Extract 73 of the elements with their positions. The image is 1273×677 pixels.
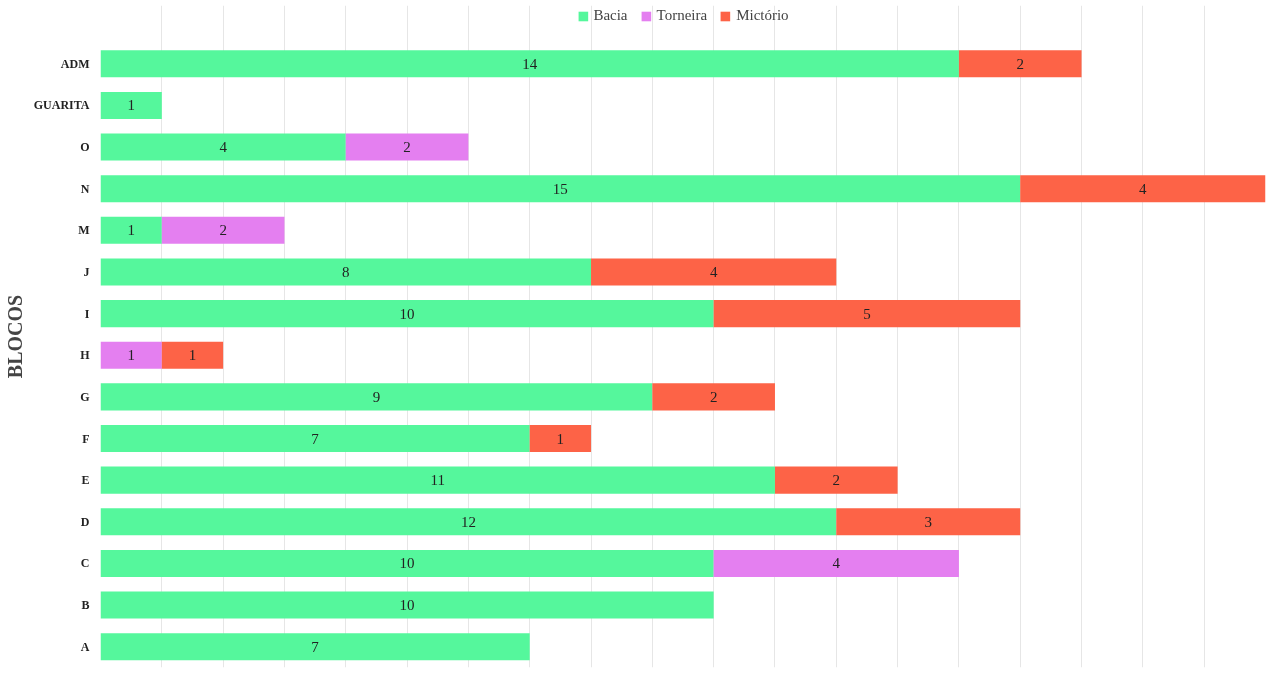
bar: [836, 508, 1021, 536]
bar: [100, 508, 837, 536]
y-axis-title: BLOCOS: [3, 294, 26, 379]
data-label: 8: [342, 263, 350, 280]
bar: [100, 549, 714, 577]
bar: [100, 591, 714, 619]
data-label: 10: [399, 555, 415, 572]
bar: [713, 549, 959, 577]
bar: [345, 133, 469, 161]
bar: [100, 91, 162, 119]
data-label: 15: [552, 180, 568, 197]
bar: [100, 216, 162, 244]
y-tick-label: D: [80, 514, 90, 529]
data-label: 9: [372, 388, 381, 405]
bar: [591, 258, 837, 286]
data-label: 1: [127, 97, 135, 114]
data-label: 1: [188, 347, 197, 364]
data-label: 2: [219, 222, 227, 239]
bar: [1020, 175, 1266, 203]
data-label: 3: [924, 513, 933, 530]
data-label: 2: [832, 472, 841, 489]
y-tick-label: A: [80, 639, 90, 654]
data-label: 10: [399, 597, 415, 614]
y-tick-label: GUARITA: [33, 98, 90, 113]
bar: [100, 300, 714, 328]
data-label: 1: [556, 430, 565, 447]
data-label: 2: [403, 139, 411, 156]
legend-label: Mictório: [736, 7, 789, 24]
bar: [713, 300, 1021, 328]
data-label: 14: [522, 55, 538, 72]
y-tick-label: G: [80, 389, 90, 404]
bar: [100, 50, 959, 78]
data-label: 11: [430, 472, 445, 489]
data-label: 2: [1016, 55, 1024, 72]
data-label: 2: [709, 388, 718, 405]
data-label: 5: [863, 305, 871, 322]
data-label: 4: [832, 555, 841, 572]
data-label: 1: [127, 222, 135, 239]
bar: [100, 424, 530, 453]
data-label: 4: [1139, 180, 1148, 197]
legend-label: Torneira: [656, 7, 708, 24]
y-tick-label: J: [83, 264, 90, 279]
y-tick-label: E: [81, 473, 90, 488]
bar: [161, 341, 224, 369]
y-tick-label: ADM: [60, 56, 90, 71]
data-label: 1: [127, 347, 135, 364]
bar: [161, 216, 285, 244]
bar: [652, 383, 775, 411]
y-tick-label: O: [80, 140, 90, 155]
bar: [100, 383, 653, 411]
bar: [958, 50, 1082, 78]
y-tick-label: M: [78, 223, 90, 238]
bar: [100, 175, 1021, 203]
y-tick-label: N: [80, 181, 90, 196]
bar: [100, 133, 346, 161]
bar: [100, 258, 592, 286]
legend-label: Bacia: [593, 7, 628, 24]
y-tick-label: F: [82, 431, 90, 446]
bar: [100, 633, 530, 661]
y-tick-label: H: [80, 348, 91, 363]
data-label: 4: [219, 139, 228, 156]
bar: [100, 341, 162, 369]
data-label: 7: [311, 638, 320, 655]
y-tick-label: C: [80, 556, 90, 571]
data-label: 12: [460, 513, 476, 530]
y-tick-label: I: [84, 306, 90, 321]
bar: [774, 466, 898, 494]
y-tick-label: B: [81, 598, 90, 613]
data-label: 10: [399, 305, 415, 322]
data-label: 7: [311, 430, 320, 447]
data-label: 4: [709, 263, 718, 280]
bar: [100, 466, 775, 494]
bar: [529, 424, 592, 453]
